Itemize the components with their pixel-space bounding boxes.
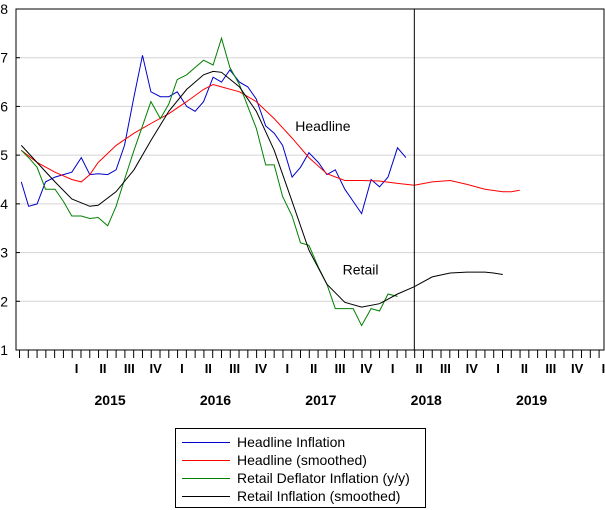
grid-lines <box>16 57 604 302</box>
legend-swatch <box>182 477 230 479</box>
y-tick-label: 7 <box>0 50 8 66</box>
x-year-label: 2016 <box>200 392 231 408</box>
y-axis: 1 2 3 4 5 6 7 8 <box>0 1 20 358</box>
x-year-label: 2015 <box>95 392 126 408</box>
x-quarter-label: IV <box>149 361 162 376</box>
legend-item: Headline Inflation <box>182 433 425 451</box>
legend-label: Headline (smoothed) <box>237 452 367 468</box>
x-year-label: 2019 <box>516 392 547 408</box>
x-quarter-label: II <box>205 361 212 376</box>
x-quarter-label: II <box>310 361 317 376</box>
y-tick-label: 4 <box>0 196 8 212</box>
legend-swatch <box>182 441 230 443</box>
legend-item: Headline (smoothed) <box>182 451 425 469</box>
x-quarter-label: IV <box>571 361 584 376</box>
x-quarter-label: IV <box>466 361 479 376</box>
x-quarter-label: I <box>75 361 79 376</box>
series-line <box>20 70 503 308</box>
x-quarter-label: III <box>440 361 451 376</box>
x-quarter-label: III <box>545 361 556 376</box>
annotation-headline: Headline <box>295 118 350 134</box>
x-quarter-label: I <box>286 361 290 376</box>
legend: Headline Inflation Headline (smoothed) R… <box>175 428 426 508</box>
x-quarter-label: I <box>391 361 395 376</box>
x-quarter-label: I <box>180 361 184 376</box>
legend-label: Headline Inflation <box>237 434 346 450</box>
x-quarter-label: I <box>602 361 605 376</box>
x-quarter-label: II <box>415 361 422 376</box>
legend-label: Retail Deflator Inflation (y/y) <box>237 470 410 486</box>
y-tick-label: 6 <box>0 98 8 114</box>
y-tick-label: 5 <box>0 147 8 163</box>
series-line <box>20 55 407 215</box>
annotation-retail: Retail <box>343 261 379 277</box>
series-lines <box>20 36 520 327</box>
legend-item: Retail Inflation (smoothed) <box>182 487 425 505</box>
x-year-label: 2018 <box>411 392 442 408</box>
x-quarter-label: III <box>335 361 346 376</box>
x-quarter-label: IV <box>360 361 373 376</box>
series-line <box>20 36 398 327</box>
x-quarter-label: II <box>99 361 106 376</box>
y-tick-label: 3 <box>0 245 8 261</box>
legend-swatch <box>182 459 230 461</box>
y-tick-label: 1 <box>0 342 8 358</box>
y-tick-label: 2 <box>0 293 8 309</box>
x-quarter-label: III <box>124 361 135 376</box>
plot-frame <box>15 8 605 351</box>
x-year-label: 2017 <box>305 392 336 408</box>
series-line <box>20 83 520 193</box>
x-axis: I II III IV I II III IV I II III IV I II III IV I II III IV… <box>19 350 605 408</box>
y-tick-label: 8 <box>0 1 8 17</box>
x-quarter-label: II <box>521 361 528 376</box>
x-quarter-label: IV <box>255 361 268 376</box>
legend-label: Retail Inflation (smoothed) <box>237 488 401 504</box>
legend-swatch <box>182 495 230 497</box>
x-quarter-label: III <box>229 361 240 376</box>
legend-item: Retail Deflator Inflation (y/y) <box>182 469 425 487</box>
x-quarter-label: I <box>496 361 500 376</box>
